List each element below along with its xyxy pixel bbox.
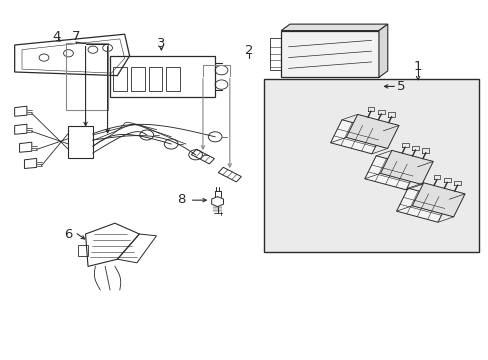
Text: 5: 5 [396, 80, 405, 93]
Text: 2: 2 [244, 44, 253, 57]
Polygon shape [396, 188, 448, 222]
Polygon shape [378, 24, 387, 77]
Polygon shape [281, 24, 387, 31]
Polygon shape [346, 114, 398, 148]
Bar [66, 43, 107, 110]
Text: 7: 7 [71, 30, 80, 42]
Bar [68, 126, 93, 158]
Polygon shape [380, 150, 432, 184]
Bar [270, 38, 281, 70]
Text: 1: 1 [413, 60, 422, 73]
Bar [148, 67, 162, 91]
Text: 8: 8 [176, 193, 185, 206]
Bar [264, 79, 478, 252]
Polygon shape [411, 183, 464, 217]
Polygon shape [330, 120, 383, 154]
Bar [110, 56, 215, 97]
Text: 3: 3 [157, 37, 165, 50]
Bar [281, 31, 378, 77]
Text: 6: 6 [64, 228, 73, 240]
Text: 4: 4 [52, 30, 61, 42]
Bar [166, 67, 180, 91]
Bar [131, 67, 144, 91]
Polygon shape [364, 156, 417, 190]
Bar [113, 67, 127, 91]
